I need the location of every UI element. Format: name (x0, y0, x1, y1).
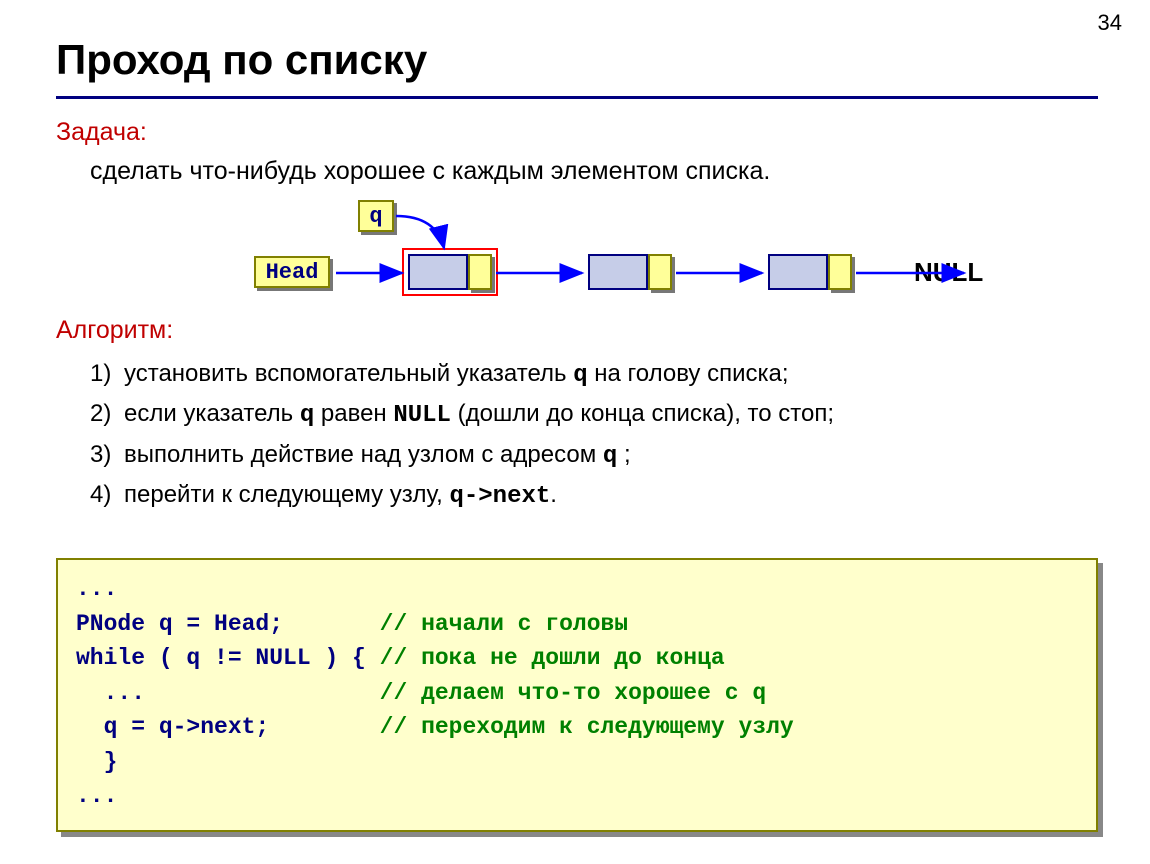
algorithm-step: 3)выполнить действие над узлом с адресом… (90, 436, 1098, 476)
algorithm-label: Алгоритм: (56, 316, 1098, 345)
linked-list-diagram: q Head NULL (196, 198, 1098, 308)
code-line: PNode q = Head; // начали с головы (76, 607, 1078, 642)
code-line: q = q->next; // переходим к следующему у… (76, 710, 1078, 745)
algorithm-step: 1)установить вспомогательный указатель q… (90, 355, 1098, 395)
content-area: Задача: сделать что-нибудь хорошее с каж… (56, 118, 1098, 517)
code-block: ...PNode q = Head; // начали с головыwhi… (56, 558, 1098, 832)
task-label: Задача: (56, 118, 1098, 147)
diagram-arrows (196, 198, 1096, 318)
algorithm-block: Алгоритм: 1)установить вспомогательный у… (56, 316, 1098, 517)
algorithm-step: 4)перейти к следующему узлу, q->next. (90, 476, 1098, 516)
code-line: ... (76, 572, 1078, 607)
task-text: сделать что-нибудь хорошее с каждым элем… (90, 157, 1098, 186)
code-line: ... // делаем что-то хорошее с q (76, 676, 1078, 711)
code-line: while ( q != NULL ) { // пока не дошли д… (76, 641, 1078, 676)
code-line: } (76, 745, 1078, 780)
page-number: 34 (1098, 10, 1122, 36)
code-line: ... (76, 779, 1078, 814)
slide-title: Проход по списку (56, 36, 427, 84)
code-block-wrap: ...PNode q = Head; // начали с головыwhi… (56, 558, 1098, 832)
title-rule (56, 96, 1098, 99)
algorithm-step: 2)если указатель q равен NULL (дошли до … (90, 395, 1098, 435)
